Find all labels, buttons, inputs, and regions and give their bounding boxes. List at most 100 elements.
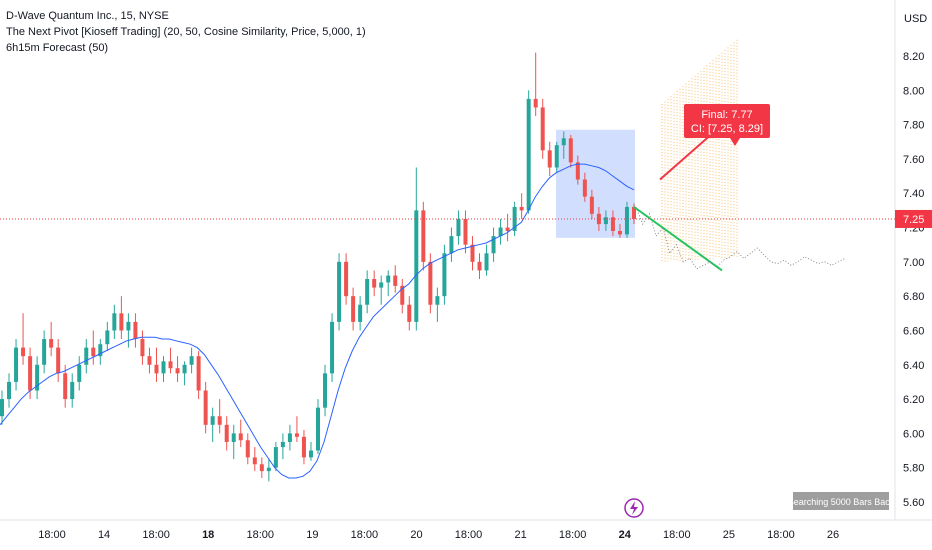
candle <box>231 424 236 460</box>
moving-average-line <box>0 163 635 479</box>
candle <box>0 390 4 425</box>
lightning-bolt-icon <box>630 501 638 515</box>
candle-body <box>133 321 138 340</box>
candle-body <box>245 440 250 458</box>
candle-body <box>533 98 538 108</box>
time-tick-label: 18:00 <box>38 529 66 541</box>
price-tick-label: 6.20 <box>903 394 924 406</box>
candle <box>435 287 440 322</box>
indicator-title[interactable]: The Next Pivot [Kioseff Trading] (20, 50… <box>6 26 366 38</box>
candle-body <box>294 433 299 437</box>
candle-body <box>161 361 166 374</box>
candle-body <box>449 236 454 254</box>
candle <box>147 347 152 374</box>
candle <box>316 399 320 454</box>
candle-body <box>498 227 503 237</box>
candle <box>449 227 454 262</box>
candle-body <box>610 217 615 231</box>
candle <box>414 167 419 331</box>
candle-body <box>540 107 545 151</box>
candle <box>126 313 131 348</box>
candle <box>189 347 194 374</box>
candle <box>70 373 75 408</box>
candle-body <box>414 210 419 322</box>
candle-body <box>56 347 61 374</box>
candle-body <box>175 368 180 374</box>
candle-body <box>154 364 159 374</box>
candle <box>301 429 306 465</box>
candle <box>582 172 587 202</box>
candle <box>91 330 96 365</box>
time-tick-label: 18:00 <box>663 529 691 541</box>
candle <box>161 356 166 382</box>
time-tick-label: 18:00 <box>247 529 275 541</box>
candle-body <box>217 416 222 425</box>
price-tick-label: 8.00 <box>903 85 924 97</box>
candle <box>547 141 552 177</box>
candle-body <box>84 347 89 365</box>
time-tick-label: 20 <box>410 529 422 541</box>
price-axis[interactable]: 8.208.007.807.607.407.207.006.806.606.40… <box>903 51 924 509</box>
price-tick-label: 7.80 <box>903 120 924 132</box>
time-tick-label: 14 <box>98 529 110 541</box>
candle <box>308 441 313 461</box>
price-tick-label: 7.00 <box>903 257 924 269</box>
candle-body <box>477 261 482 271</box>
candle-body <box>484 253 489 271</box>
candle <box>330 313 335 382</box>
candle <box>505 213 510 242</box>
candle-body <box>470 244 475 262</box>
forecast-title[interactable]: 6h15m Forecast (50) <box>6 42 109 54</box>
candle-body <box>21 347 26 357</box>
candle <box>119 296 124 340</box>
candle-body <box>589 196 594 214</box>
candle-body <box>14 347 19 382</box>
candle-body <box>224 424 229 442</box>
candle <box>210 407 215 442</box>
candle <box>259 457 264 478</box>
candle-body <box>77 364 82 382</box>
price-tick-label: 8.20 <box>903 51 924 63</box>
candle <box>596 206 601 231</box>
status-badge: Searching 5000 Bars Back <box>788 492 895 510</box>
candle-body <box>407 304 412 322</box>
candle-body <box>547 150 552 168</box>
candle <box>554 141 559 173</box>
time-tick-label: 18:00 <box>351 529 379 541</box>
candle-body <box>49 339 54 348</box>
candle-body <box>568 138 573 163</box>
candle-body <box>231 433 236 442</box>
candle <box>224 416 229 451</box>
candle <box>358 296 363 331</box>
candle <box>526 90 531 214</box>
candle <box>105 321 110 352</box>
time-axis[interactable]: 18:00 14 18:00 18 18:00 19 18:00 20 18:00 21 18:00… <box>38 529 839 541</box>
candle-body <box>421 210 426 262</box>
candle-body <box>337 261 342 322</box>
candle <box>98 339 103 365</box>
candle-body <box>491 236 496 254</box>
candle <box>456 210 461 245</box>
candle <box>323 364 328 417</box>
symbol-title[interactable]: D-Wave Quantum Inc., 15, NYSE <box>6 10 169 22</box>
candle-body <box>379 282 384 288</box>
candle-body <box>512 206 517 231</box>
candle <box>56 339 61 382</box>
candle-body <box>358 304 363 322</box>
time-tick-label: 19 <box>306 529 318 541</box>
candle <box>344 253 349 305</box>
candle-body <box>196 356 201 391</box>
candle-body <box>203 390 208 425</box>
time-tick-label: 25 <box>723 529 735 541</box>
time-tick-label: 18:00 <box>559 529 587 541</box>
candle <box>63 364 68 408</box>
candle-body <box>287 433 292 442</box>
candle <box>84 339 89 374</box>
lightning-marker[interactable] <box>624 498 644 518</box>
candle-body <box>393 275 398 286</box>
candle <box>603 210 608 231</box>
candle <box>533 52 538 117</box>
candle <box>140 330 145 365</box>
